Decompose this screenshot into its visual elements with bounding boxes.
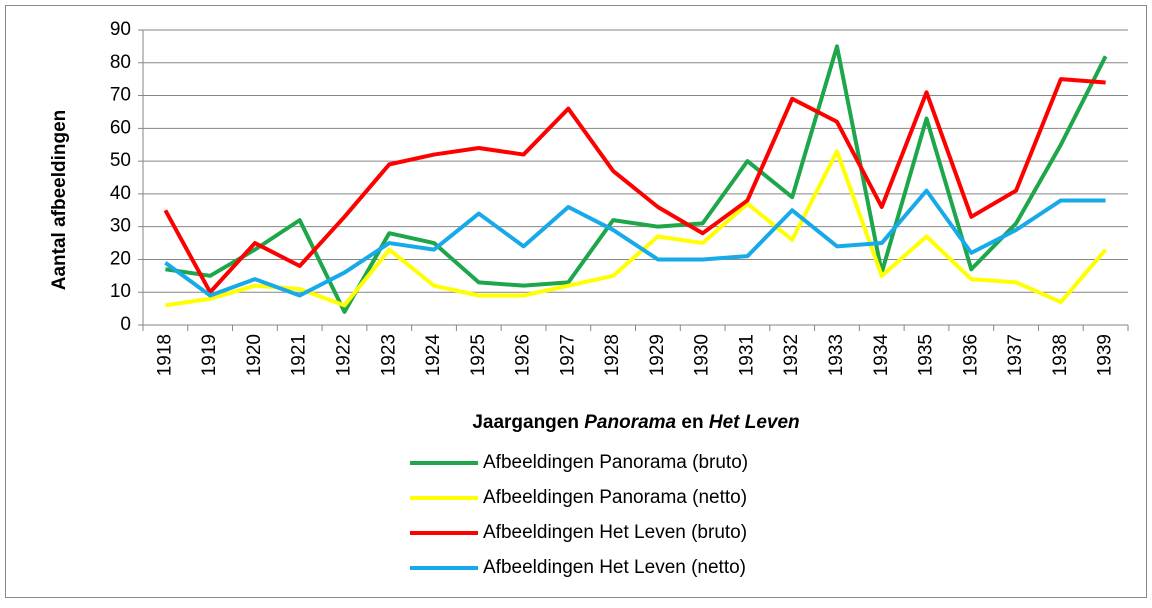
legend-label: Afbeeldingen Het Leven (bruto) [483,522,747,543]
x-tick-label: 1918 [154,334,175,376]
x-tick-label: 1928 [602,334,623,376]
y-tick-label: 0 [120,314,131,335]
legend-label: Afbeeldingen Panorama (bruto) [483,452,748,473]
x-tick-label: 1932 [781,334,802,376]
x-tick-label: 1934 [871,334,892,377]
x-tick-label: 1922 [333,334,354,376]
x-tick-label: 1937 [1005,334,1026,376]
y-tick-label: 50 [110,150,131,171]
x-axis-label: Jaargangen Panorama en Het Leven [472,412,799,433]
x-tick-label: 1920 [244,334,265,376]
legend-label: Afbeeldingen Panorama (netto) [483,487,747,508]
chart-frame [5,5,1147,598]
x-tick-label: 1935 [916,334,937,376]
x-tick-label: 1921 [289,334,310,376]
x-axis-label-part: en [676,412,709,433]
x-tick-label: 1923 [378,334,399,376]
y-tick-label: 80 [110,52,131,73]
x-tick-label: 1925 [468,334,489,376]
x-tick-label: 1926 [513,334,534,376]
x-tick-label: 1931 [736,334,757,376]
x-tick-label: 1929 [647,334,668,376]
legend-label: Afbeeldingen Het Leven (netto) [483,557,746,578]
y-tick-label: 30 [110,216,131,237]
x-axis-label-part: Panorama [584,412,676,433]
x-tick-label: 1939 [1095,334,1116,376]
y-tick-label: 60 [110,117,131,138]
x-tick-label: 1924 [423,334,444,377]
x-tick-label: 1927 [557,334,578,376]
data-line [165,44,1108,314]
x-tick-label: 1936 [960,334,981,376]
x-tick-label: 1919 [199,334,220,376]
data-line [163,77,1106,295]
y-tick-label: 90 [110,19,131,40]
data-line [165,149,1108,308]
x-tick-label: 1938 [1050,334,1071,376]
data-line [164,188,1106,298]
y-tick-label: 20 [110,248,131,269]
y-tick-label: 10 [110,281,131,302]
x-tick-label: 1933 [826,334,847,376]
y-tick-label: 70 [110,85,131,106]
x-axis-label-part: Het Leven [709,412,800,433]
y-axis-label: Aantal afbeeldingen [49,110,70,291]
x-tick-label: 1930 [692,334,713,376]
x-axis-label-part: Jaargangen [472,412,584,433]
y-tick-label: 40 [110,183,131,204]
